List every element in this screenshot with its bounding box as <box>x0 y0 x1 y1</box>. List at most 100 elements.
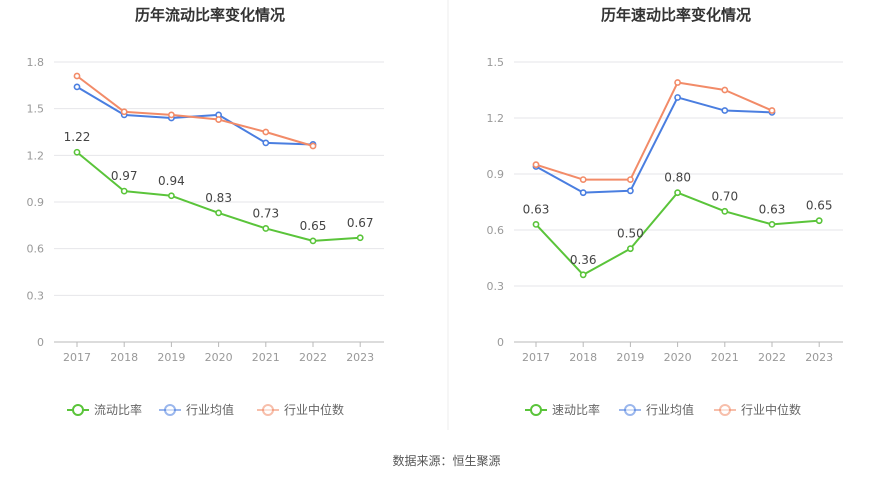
y-tick-label: 1.2 <box>27 149 45 162</box>
quick-ratio-chart: 历年速动比率变化情况 0 0.3 0.6 0.9 1.2 1.5 2017 2018 2019 20… <box>487 6 843 417</box>
data-label: 1.22 <box>64 130 91 144</box>
data-point <box>167 192 175 200</box>
data-label: 0.94 <box>158 174 185 188</box>
data-label: 0.83 <box>205 191 232 205</box>
y-tick-label: 1.2 <box>487 112 505 125</box>
data-label: 0.65 <box>300 219 327 233</box>
data-point <box>815 217 823 225</box>
y-tick-label: 0.6 <box>27 243 45 256</box>
series-line <box>535 96 773 194</box>
legend-label: 行业中位数 <box>284 402 344 417</box>
x-tick-label: 2021 <box>711 351 739 364</box>
data-point <box>674 94 681 101</box>
legend-label: 速动比率 <box>552 402 600 417</box>
data-label: 0.63 <box>759 202 786 216</box>
data-point <box>674 189 681 197</box>
y-tick-label: 0.3 <box>27 289 45 302</box>
legend-item[interactable]: 行业中位数 <box>257 402 344 417</box>
data-label: 0.65 <box>806 199 833 213</box>
data-point <box>721 207 729 215</box>
data-point <box>768 220 776 228</box>
y-tick-label: 1.5 <box>27 103 45 116</box>
data-point <box>532 220 540 228</box>
data-label: 0.63 <box>523 202 550 216</box>
data-point <box>532 161 540 169</box>
x-tick-label: 2018 <box>569 351 597 364</box>
legend-item[interactable]: 行业中位数 <box>714 402 801 417</box>
x-tick-label: 2021 <box>252 351 280 364</box>
data-point <box>120 187 128 195</box>
x-tick-label: 2019 <box>157 351 185 364</box>
data-source-note: 数据来源：恒生聚源 <box>392 453 500 468</box>
x-tick-label: 2018 <box>110 351 138 364</box>
legend-item[interactable]: 行业均值 <box>159 402 234 417</box>
legend-marker-icon <box>72 404 84 416</box>
data-point <box>120 108 128 116</box>
data-point <box>579 189 587 197</box>
data-point <box>215 209 222 217</box>
data-point <box>262 225 270 232</box>
legend-marker-icon <box>262 404 274 416</box>
y-tick-label: 0.3 <box>487 280 505 293</box>
x-tick-label: 2020 <box>205 351 233 364</box>
data-point <box>73 72 81 80</box>
data-label: 0.36 <box>570 253 597 267</box>
data-point <box>215 116 222 123</box>
series-line <box>76 75 314 147</box>
legend-label: 行业均值 <box>186 402 234 417</box>
data-point <box>262 139 270 147</box>
data-point <box>674 79 681 86</box>
data-label: 0.73 <box>252 206 279 220</box>
data-label: 0.80 <box>664 171 691 185</box>
legend-marker-icon <box>530 404 542 416</box>
data-point <box>627 176 634 183</box>
legend-item[interactable]: 速动比率 <box>525 402 600 417</box>
y-tick-label: 0.9 <box>27 196 45 209</box>
legend-label: 行业均值 <box>646 402 694 417</box>
data-point <box>721 86 729 94</box>
legend-marker-icon <box>624 404 636 416</box>
chart-title: 历年流动比率变化情况 <box>135 6 285 24</box>
y-tick-label: 0 <box>37 336 44 349</box>
x-tick-label: 2017 <box>63 351 91 364</box>
x-tick-label: 2023 <box>346 351 374 364</box>
y-tick-label: 1.5 <box>487 56 505 69</box>
legend-label: 流动比率 <box>94 402 142 417</box>
y-tick-label: 0.9 <box>487 168 505 181</box>
data-point <box>627 187 634 195</box>
data-point <box>309 237 317 245</box>
series-line <box>535 81 773 181</box>
data-label: 0.67 <box>347 216 374 230</box>
data-point <box>262 128 270 136</box>
data-point <box>721 107 729 114</box>
x-tick-label: 2017 <box>522 351 550 364</box>
legend-marker-icon <box>164 404 176 416</box>
y-tick-label: 1.8 <box>27 56 45 69</box>
x-tick-label: 2022 <box>299 351 327 364</box>
y-tick-label: 0 <box>497 336 504 349</box>
data-point <box>768 107 776 114</box>
data-point <box>356 234 364 242</box>
data-label: 0.97 <box>111 169 138 183</box>
data-point <box>73 148 81 156</box>
data-point <box>73 83 81 91</box>
legend-item[interactable]: 行业均值 <box>619 402 694 417</box>
data-label: 0.70 <box>711 189 738 203</box>
x-tick-label: 2023 <box>805 351 833 364</box>
legend-label: 行业中位数 <box>741 402 801 417</box>
data-point <box>579 271 587 279</box>
legend-item[interactable]: 流动比率 <box>67 402 142 417</box>
data-point <box>627 245 634 253</box>
data-label: 0.50 <box>617 227 644 241</box>
data-point <box>309 142 317 150</box>
chart-title: 历年速动比率变化情况 <box>601 6 751 24</box>
data-point <box>579 176 587 183</box>
legend-marker-icon <box>719 404 731 416</box>
x-tick-label: 2022 <box>758 351 786 364</box>
current-ratio-chart: 历年流动比率变化情况 0 0.3 0.6 0.9 1.2 1.5 1.8 2017 2018 201… <box>27 6 384 417</box>
data-point <box>167 111 175 119</box>
x-tick-label: 2019 <box>616 351 644 364</box>
x-tick-label: 2020 <box>664 351 692 364</box>
y-tick-label: 0.6 <box>487 224 505 237</box>
